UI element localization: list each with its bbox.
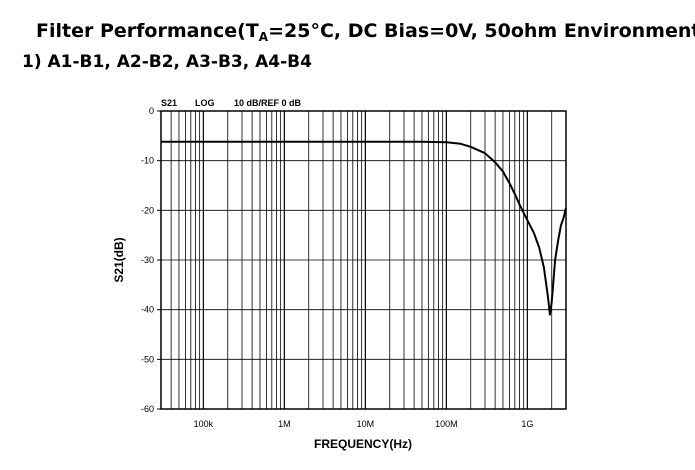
chart-header-scale: 10 dB/REF 0 dB [234, 98, 302, 108]
x-tick-label: 10M [357, 419, 375, 429]
y-tick-label: -60 [141, 404, 154, 414]
y-tick-label: 0 [149, 106, 154, 116]
grid-lines [161, 111, 566, 409]
y-axis-label: S21(dB) [112, 237, 126, 282]
y-tick-label: -20 [141, 205, 154, 215]
x-tick-label: 1G [521, 419, 533, 429]
title-prefix: Filter Performance(T [36, 20, 259, 42]
axes: 0 -10 -20 -30 -40 -50 -60 100k 1M 10M 100M 1G [141, 106, 533, 429]
x-tick-label: 100k [194, 419, 214, 429]
series-line-s21 [161, 140, 567, 316]
chart-header-log: LOG [195, 98, 215, 108]
page-subtitle: 1) A1-B1, A2-B2, A3-B3, A4-B4 [22, 52, 312, 72]
y-tick-label: -50 [141, 354, 154, 364]
y-tick-label: -10 [141, 156, 154, 166]
x-axis-label: FREQUENCY(Hz) [314, 437, 412, 451]
x-tick-label: 100M [435, 419, 458, 429]
y-tick-label: -30 [141, 255, 154, 265]
title-subscript: A [258, 30, 269, 44]
page-title: Filter Performance(TA=25°C, DC Bias=0V, … [36, 20, 695, 44]
chart-header-s21: S21 [161, 98, 177, 108]
y-tick-label: -40 [141, 305, 154, 315]
series [161, 140, 567, 316]
x-tick-label: 1M [278, 419, 291, 429]
title-suffix: =25°C, DC Bias=0V, 50ohm Environment) [268, 20, 695, 42]
